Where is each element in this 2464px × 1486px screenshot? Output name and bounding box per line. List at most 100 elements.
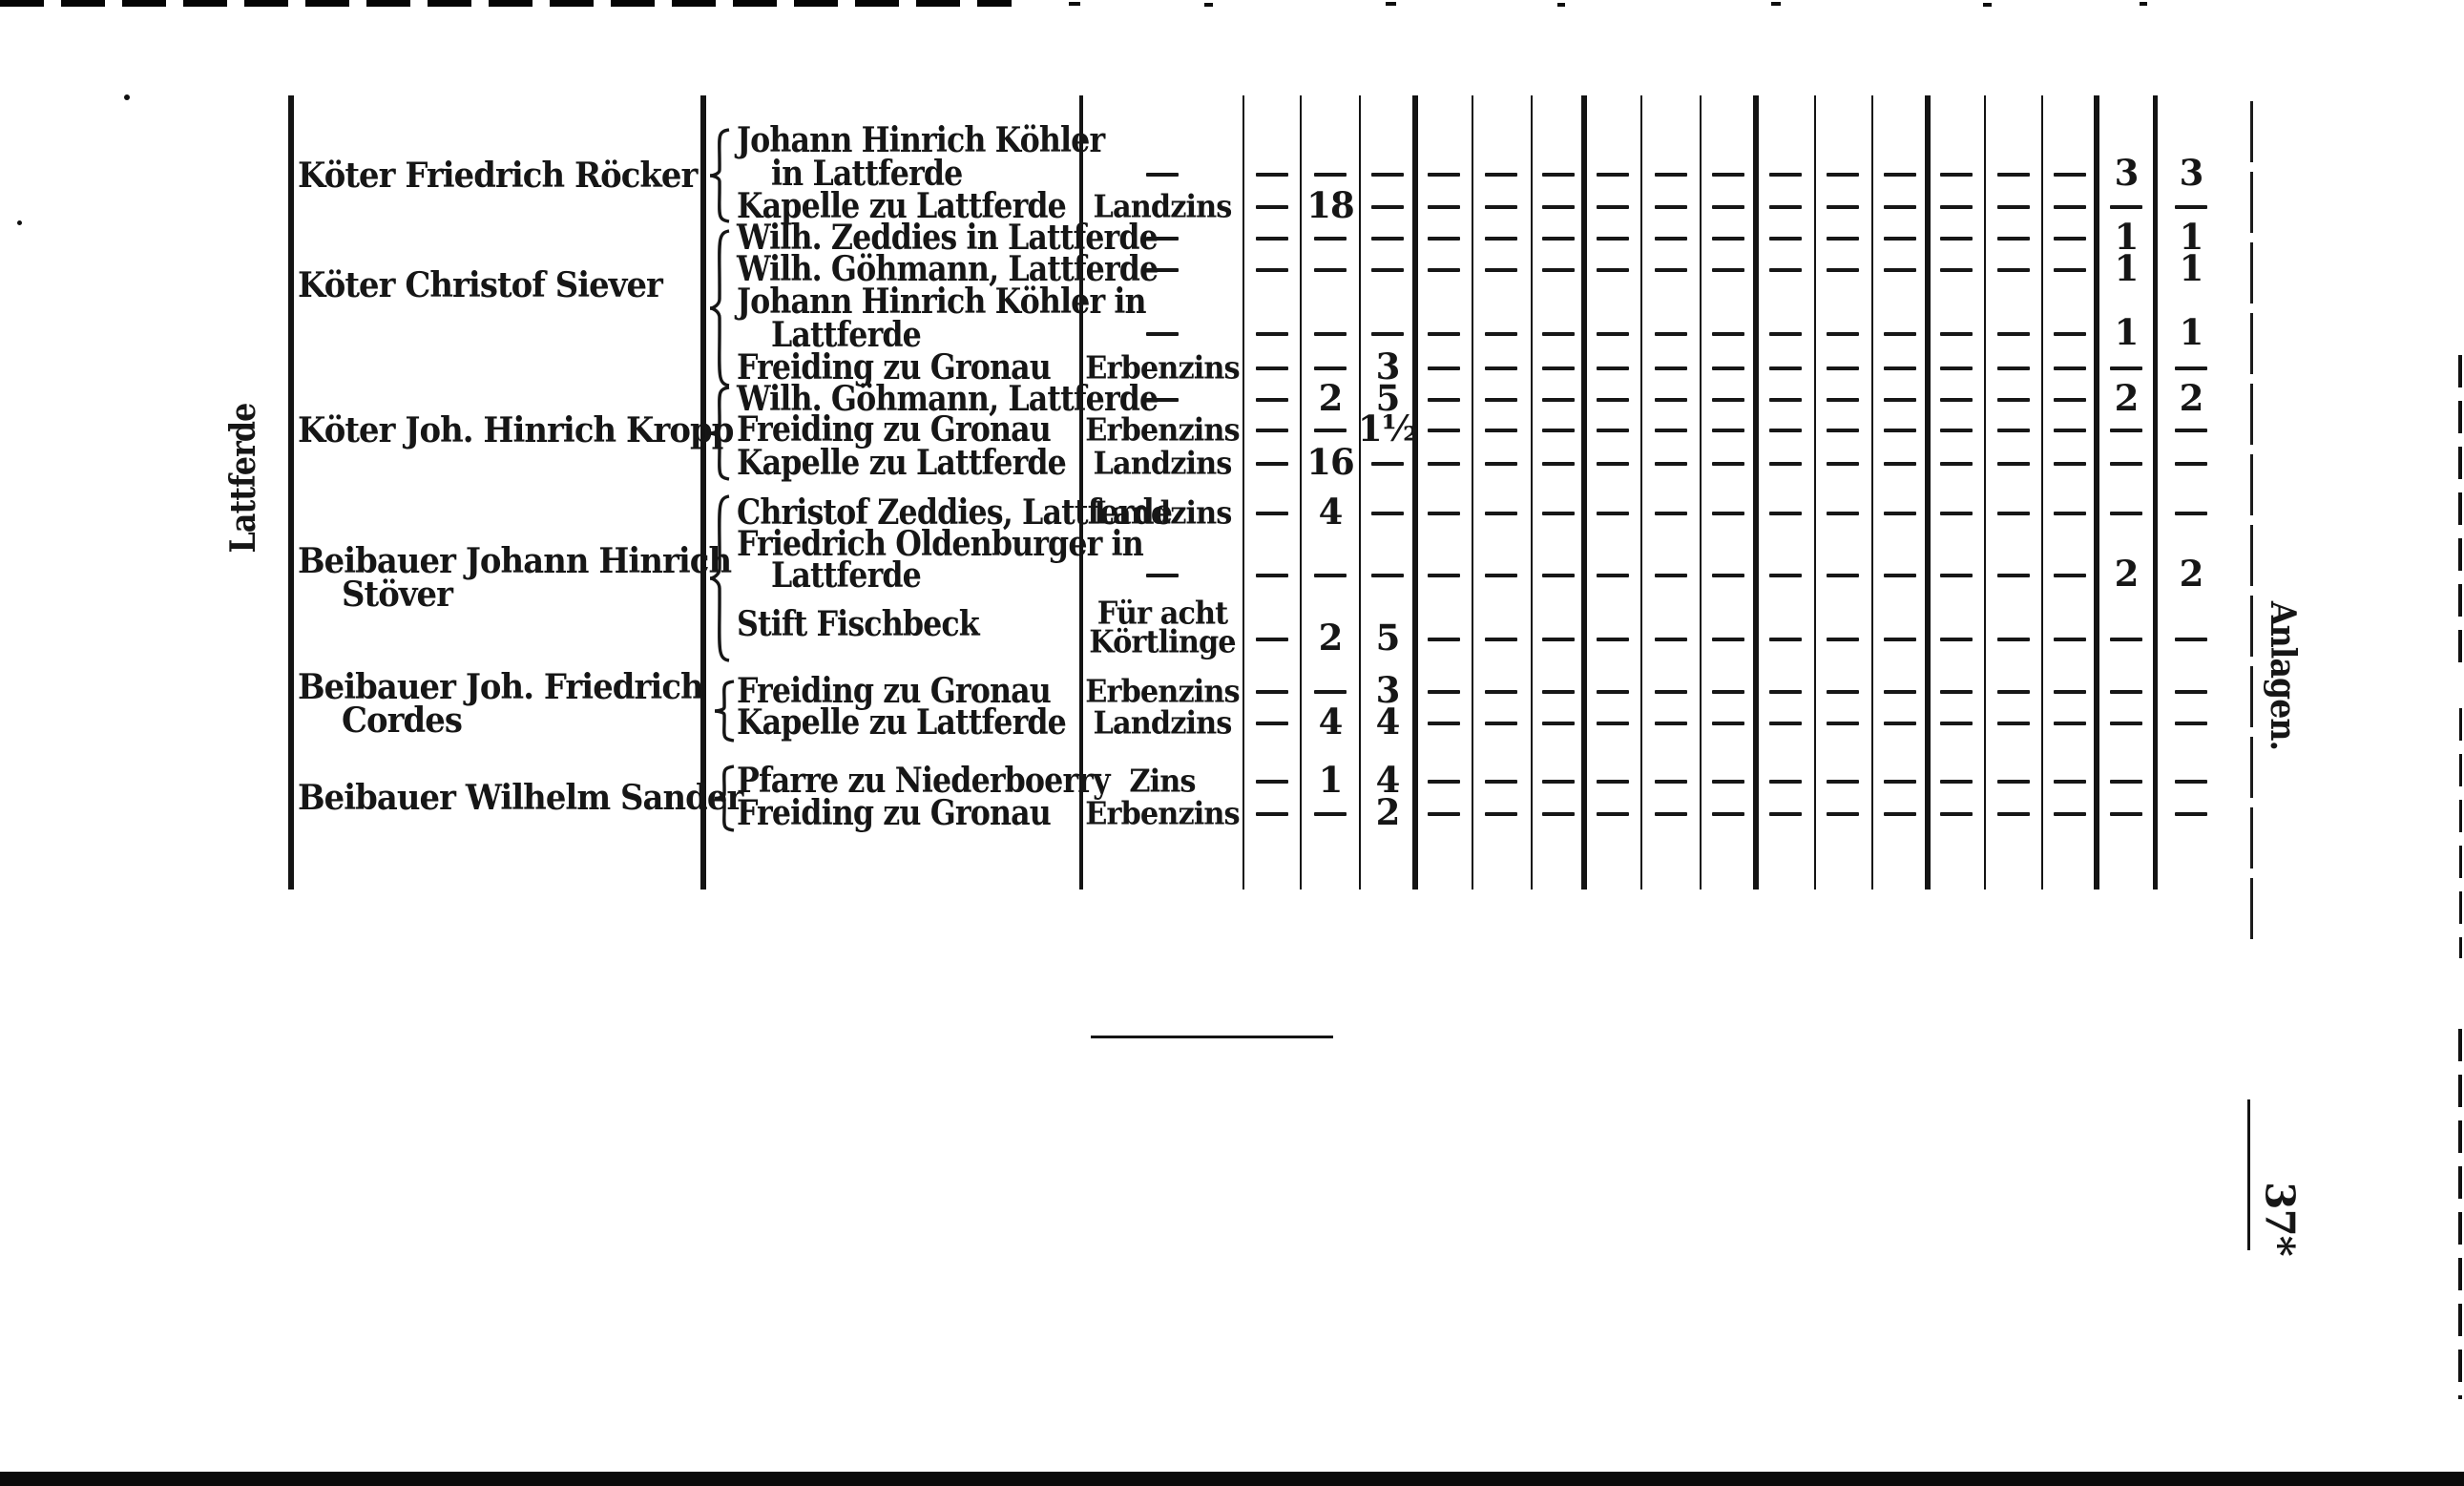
cell-dash [1769,690,1802,694]
cell-dash [1371,205,1404,209]
cell-dash [1542,398,1575,402]
cell-dash [1712,780,1744,784]
cell-dash [1655,638,1687,641]
owner-name: Beibauer Wilhelm Sander [298,778,743,819]
cell-dash [1256,237,1288,241]
owner-name: Beibauer Johann Hinrich [298,541,732,582]
cell-dash [1314,574,1347,577]
payment-type: Landzins [1093,493,1233,532]
cell-dash [1712,574,1744,577]
cell-dash [1884,366,1916,370]
cell-dash [1485,237,1517,241]
payment-type: Erbenzins [1085,794,1240,832]
cell-value: 4 [1375,700,1401,743]
group-brace [714,680,735,743]
cell-dash [1997,205,2030,209]
recipient-line: Lattferde [771,555,922,596]
cell-dash [1314,690,1347,694]
recipient-line: Wilh. Göhmann, Lattferde [737,379,1159,420]
cell-dash [1655,237,1687,241]
payment-type: Landzins [1093,703,1233,742]
cell-dash [1371,462,1404,466]
recipient-line: Johann Hinrich Köhler in [737,282,1147,323]
cell-dash [1997,366,2030,370]
cell-dash [1542,462,1575,466]
cell-dash [1769,722,1802,725]
cell-dash [1884,812,1916,816]
cell-dash [1371,574,1404,577]
cell-dash [1256,512,1288,515]
cell-dash [1712,366,1744,370]
group-brace [714,764,735,832]
cell-dash [1884,398,1916,402]
cell-dash [1485,722,1517,725]
recipient-line: Pfarre zu Niederboerry [737,761,1110,802]
cell-dash [1827,366,1859,370]
owner-name: Köter Friedrich Röcker [298,156,698,197]
cell-dash [2054,205,2086,209]
cell-dash [1940,512,1973,515]
table-rule [1242,95,1244,890]
cell-dash [1884,173,1916,177]
cell-dash [1428,366,1460,370]
scan-artifact-right-edge [2458,1029,2462,1399]
cell-value: 2 [2114,376,2140,419]
table-rule [2152,95,2158,890]
cell-dash [2054,462,2086,466]
cell-dash [1655,205,1687,209]
cell-dash [1940,268,1973,272]
cell-dash [1827,237,1859,241]
cell-dash [1485,332,1517,336]
cell-dash [1769,237,1802,241]
table-rule [1700,95,1702,890]
cell-dash [1940,780,1973,784]
margin-place-label: Lattferde [223,403,263,554]
cell-dash [1428,512,1460,515]
cell-dash [1712,512,1744,515]
cell-dash [1597,366,1629,370]
cell-dash [1485,366,1517,370]
cell-dash [1712,722,1744,725]
cell-dash [1428,205,1460,209]
cell-dash [1827,638,1859,641]
cell-dash [2110,429,2142,432]
cell-dash [1769,332,1802,336]
cell-dash [1256,690,1288,694]
cell-dash [1314,332,1347,336]
cell-dash [2175,429,2207,432]
cell-dash [2110,812,2142,816]
cell-dash [1485,205,1517,209]
cell-dash [1827,690,1859,694]
cell-dash [1997,462,2030,466]
cell-dash [1597,690,1629,694]
cell-dash [1597,237,1629,241]
cell-dash [1485,574,1517,577]
cell-dash [1769,780,1802,784]
cell-dash [1256,780,1288,784]
cell-dash [1712,173,1744,177]
cell-dash [1769,429,1802,432]
cell-dash [1542,574,1575,577]
scan-artifact-top-edge [0,0,1012,7]
cell-dash [1314,366,1347,370]
cell-dash [2054,780,2086,784]
cell-dash [1597,429,1629,432]
cell-dash [1940,462,1973,466]
cell-dash [1597,638,1629,641]
cell-dash [1485,512,1517,515]
group-brace [709,229,730,387]
cell-dash [1655,429,1687,432]
cell-dash [1314,237,1347,241]
cell-dash [1769,173,1802,177]
cell-dash [1428,429,1460,432]
cell-dash [1597,574,1629,577]
cell-dash [1997,173,2030,177]
cell-dash [2175,205,2207,209]
owner-name: Köter Joh. Hinrich Kropp [298,410,734,451]
scan-artifact-dot [1204,3,1213,7]
scan-artifact-dot [1557,3,1565,7]
cell-value: 5 [1375,616,1401,659]
cell-dash [1940,690,1973,694]
cell-dash [1827,780,1859,784]
cell-value: 2 [1375,790,1401,833]
